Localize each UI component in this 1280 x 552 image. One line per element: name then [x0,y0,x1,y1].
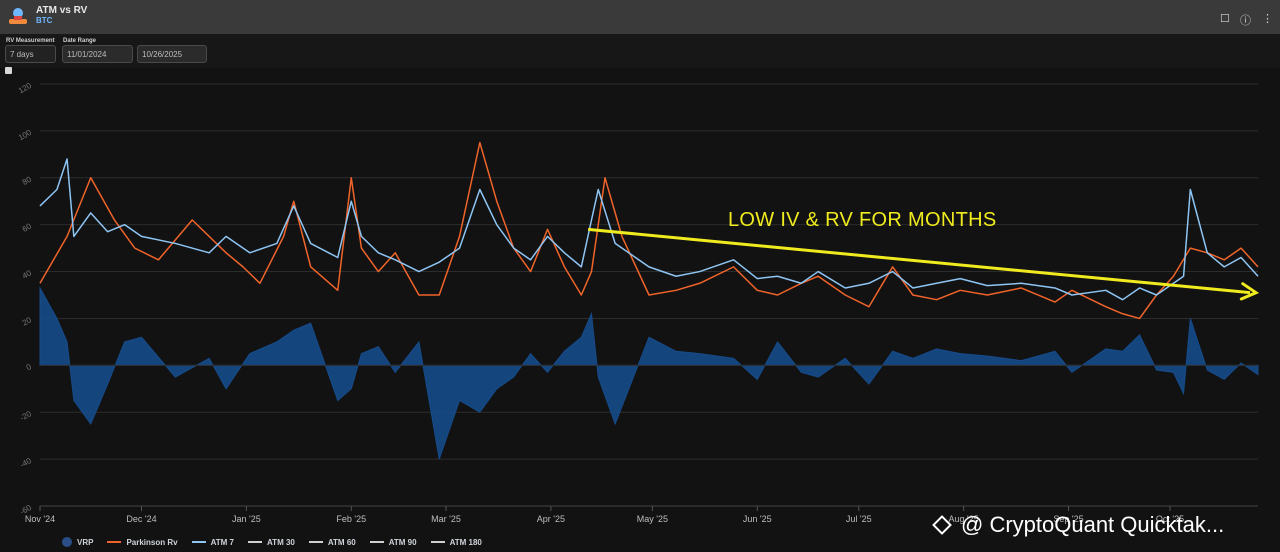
legend-label: ATM 7 [210,537,234,547]
legend-item[interactable]: ATM 180 [430,537,482,547]
y-tick-label: 120 [17,81,34,96]
y-tick-label: 20 [21,315,34,328]
chart-annotation: LOW IV & RV FOR MONTHS [728,209,997,231]
legend-item[interactable]: ATM 60 [308,537,356,547]
date-range-start-input[interactable]: 11/01/2024 [62,45,133,63]
info-icon[interactable]: ⓘ [1240,15,1251,27]
legend-item[interactable]: ATM 7 [191,537,234,547]
trend-arrow-head [1239,282,1260,301]
legend-label: Parkinson Rv [126,537,178,547]
watermark-text: @ CryptoQuant Quicktak... [961,512,1225,537]
chart-controls: RV Measurement 7 days Date Range 11/01/2… [0,34,1280,68]
x-tick-label: Feb '25 [336,514,366,524]
legend-label: VRP [77,537,94,547]
asset-label: BTC [36,16,53,25]
y-tick-label: 100 [17,128,34,143]
legend-label: ATM 30 [267,537,295,547]
legend-swatch [62,537,72,547]
atm7-line [39,158,1259,301]
legend-label: ATM 60 [327,537,356,547]
legend-swatch [308,541,323,543]
x-tick-label: Apr '25 [537,514,565,524]
bookmark-icon[interactable]: ☐ [1220,13,1230,25]
btc-logo-icon [9,8,27,24]
legend-item[interactable]: VRP [62,537,93,547]
rv-measurement-select[interactable]: 7 days [5,45,56,63]
legend-swatch [191,541,206,543]
legend-item[interactable]: ATM 30 [248,538,295,547]
x-tick-label: Jan '25 [232,514,261,524]
date-range-label: Date Range [63,38,97,44]
watermark: @ CryptoQuant Quicktak... [932,512,1225,538]
chart-title: ATM vs RV [36,5,88,16]
y-tick-label: 0 [25,362,34,372]
binance-logo-icon [932,515,952,535]
y-tick-label: 60 [21,221,34,234]
y-tick-label: 80 [21,174,34,187]
x-tick-label: Sep '25 [1053,514,1083,524]
legend-swatch [107,541,122,543]
reset-zoom-button[interactable] [5,67,12,74]
x-tick-label: May '25 [637,514,668,524]
legend-label: ATM 90 [388,537,417,547]
x-tick-label: Mar '25 [431,514,461,524]
legend-item[interactable]: ATM 90 [369,537,417,547]
chart-legend: VRP Parkinson Rv ATM 7 ATM 30 ATM 60 ATM 90 AT… [62,535,482,549]
y-tick-label: 40 [21,268,34,281]
legend-swatch [369,541,384,543]
parkinson-rv-line [39,141,1259,320]
legend-item[interactable]: Parkinson Rv [107,537,178,547]
legend-swatch [430,541,445,543]
vrp-area [39,286,1259,460]
y-tick-label: -20 [18,409,33,423]
x-tick-label: Nov '24 [25,514,55,524]
x-tick-label: Jun '25 [743,514,772,524]
header-bar: ATM vs RV BTC ☐ ⓘ ⋮ [0,0,1280,35]
more-menu-icon[interactable]: ⋮ [1262,13,1273,25]
legend-swatch [248,541,262,543]
x-tick-label: Dec '24 [126,514,156,524]
legend-label: ATM 180 [449,537,482,547]
rv-measurement-label: RV Measurement [6,38,55,44]
date-range-end-input[interactable]: 10/26/2025 [137,45,207,63]
x-tick-label: Oct '25 [1156,514,1184,524]
x-tick-label: Aug '25 [949,514,979,524]
trend-arrow-line [587,227,1251,295]
x-tick-label: Jul '25 [846,514,872,524]
y-tick-label: -40 [18,456,33,470]
